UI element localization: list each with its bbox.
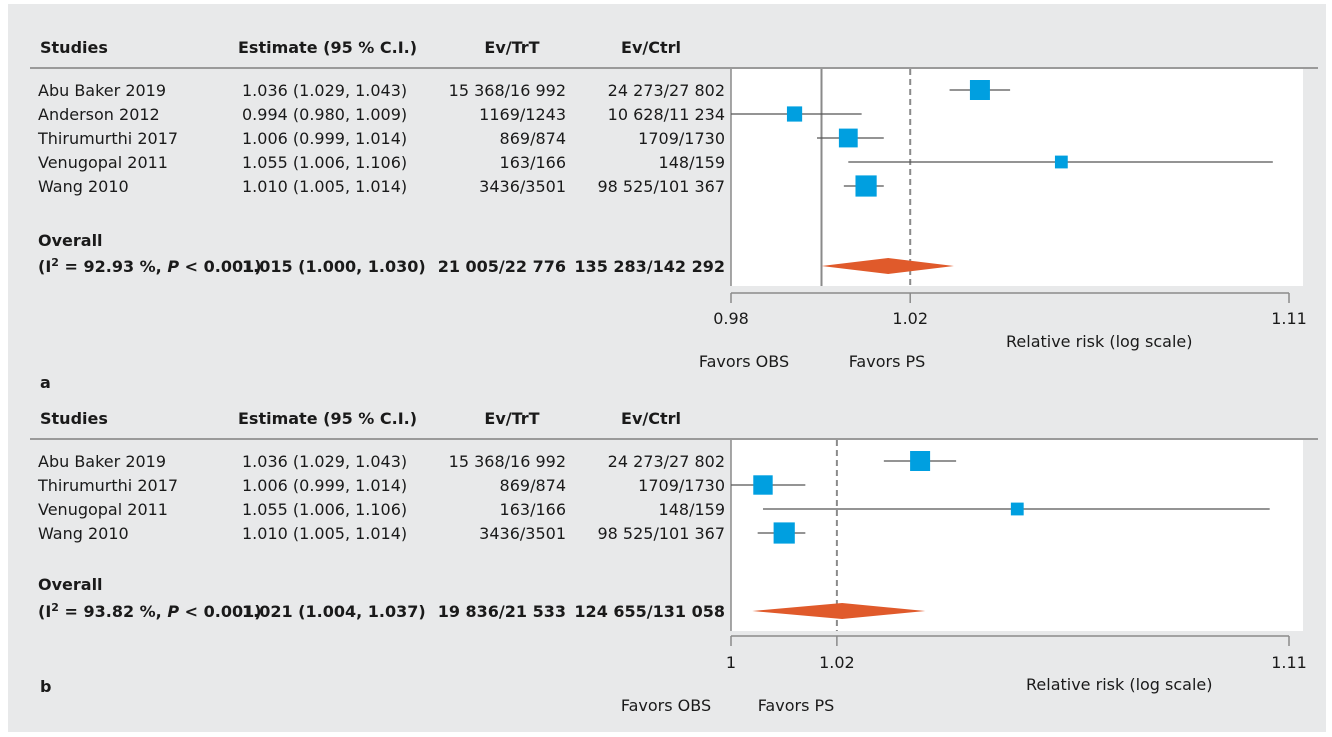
study-name: Venugopal 2011 <box>38 500 168 519</box>
study-marker <box>969 80 990 100</box>
study-evtrt: 163/166 <box>500 500 566 519</box>
study-evctrl: 148/159 <box>659 153 725 172</box>
overall-estimate: 1.021 (1.004, 1.037) <box>242 602 426 621</box>
header-evctrl: Ev/Ctrl <box>621 409 681 428</box>
header-estimate: Estimate (95 % C.I.) <box>238 38 417 57</box>
study-estimate: 1.055 (1.006, 1.106) <box>242 500 407 519</box>
study-evctrl: 148/159 <box>659 500 725 519</box>
study-name: Thirumurthi 2017 <box>37 476 178 495</box>
study-evtrt: 1169/1243 <box>479 105 566 124</box>
study-estimate: 1.010 (1.005, 1.014) <box>242 524 407 543</box>
overall-evctrl: 135 283/142 292 <box>574 257 725 276</box>
study-name: Abu Baker 2019 <box>38 81 166 100</box>
study-marker <box>838 128 858 148</box>
study-estimate: 1.006 (0.999, 1.014) <box>242 129 407 148</box>
panel-label: b <box>40 677 51 696</box>
study-marker <box>910 451 931 471</box>
overall-heterogeneity: (I2 = 92.93 %, P < 0.001) <box>38 256 262 276</box>
x-tick-label: 0.98 <box>713 309 749 328</box>
overall-evtrt: 19 836/21 533 <box>438 602 566 621</box>
header-estimate: Estimate (95 % C.I.) <box>238 409 417 428</box>
study-evtrt: 163/166 <box>500 153 566 172</box>
study-evctrl: 24 273/27 802 <box>608 81 725 100</box>
study-evctrl: 10 628/11 234 <box>608 105 725 124</box>
study-name: Wang 2010 <box>38 177 129 196</box>
study-name: Anderson 2012 <box>38 105 160 124</box>
study-estimate: 1.036 (1.029, 1.043) <box>242 81 407 100</box>
study-estimate: 1.006 (0.999, 1.014) <box>242 476 407 495</box>
panel-label: a <box>40 373 51 392</box>
study-evtrt: 869/874 <box>500 476 566 495</box>
study-evtrt: 15 368/16 992 <box>449 81 566 100</box>
study-marker <box>773 522 795 544</box>
overall-label: Overall <box>38 575 103 594</box>
favors-ps-label: Favors PS <box>849 352 926 371</box>
x-axis-label: Relative risk (log scale) <box>1006 332 1193 351</box>
study-evtrt: 15 368/16 992 <box>449 452 566 471</box>
study-estimate: 1.010 (1.005, 1.014) <box>242 177 407 196</box>
overall-heterogeneity: (I2 = 93.82 %, P < 0.001) <box>38 601 262 621</box>
study-evctrl: 98 525/101 367 <box>597 177 725 196</box>
study-name: Thirumurthi 2017 <box>37 129 178 148</box>
study-estimate: 0.994 (0.980, 1.009) <box>242 105 407 124</box>
overall-label: Overall <box>38 231 103 250</box>
overall-evtrt: 21 005/22 776 <box>438 257 566 276</box>
study-evtrt: 3436/3501 <box>479 177 566 196</box>
study-evtrt: 869/874 <box>500 129 566 148</box>
overall-diamond <box>752 603 926 619</box>
header-evtrt: Ev/TrT <box>484 38 539 57</box>
study-evtrt: 3436/3501 <box>479 524 566 543</box>
favors-obs-label: Favors OBS <box>699 352 789 371</box>
study-marker <box>786 106 803 122</box>
study-evctrl: 24 273/27 802 <box>608 452 725 471</box>
study-marker <box>1054 155 1068 169</box>
header-studies: Studies <box>40 409 108 428</box>
study-marker <box>855 175 877 197</box>
study-evctrl: 98 525/101 367 <box>597 524 725 543</box>
study-name: Abu Baker 2019 <box>38 452 166 471</box>
x-tick-label: 1.11 <box>1271 653 1307 672</box>
overall-diamond <box>821 258 954 274</box>
header-evctrl: Ev/Ctrl <box>621 38 681 57</box>
study-estimate: 1.055 (1.006, 1.106) <box>242 153 407 172</box>
study-name: Venugopal 2011 <box>38 153 168 172</box>
overall-evctrl: 124 655/131 058 <box>574 602 725 621</box>
x-tick-label: 1.02 <box>892 309 928 328</box>
x-axis-label: Relative risk (log scale) <box>1026 675 1213 694</box>
header-studies: Studies <box>40 38 108 57</box>
study-evctrl: 1709/1730 <box>638 476 725 495</box>
study-name: Wang 2010 <box>38 524 129 543</box>
study-marker <box>753 475 773 495</box>
header-evtrt: Ev/TrT <box>484 409 539 428</box>
x-tick-label: 1.11 <box>1271 309 1307 328</box>
favors-ps-label: Favors PS <box>758 696 835 715</box>
x-tick-label: 1 <box>726 653 736 672</box>
plot-area-b <box>731 440 1303 631</box>
x-tick-label: 1.02 <box>819 653 855 672</box>
study-evctrl: 1709/1730 <box>638 129 725 148</box>
plot-area-a <box>731 69 1303 286</box>
study-marker <box>1010 502 1024 516</box>
overall-estimate: 1.015 (1.000, 1.030) <box>242 257 426 276</box>
study-estimate: 1.036 (1.029, 1.043) <box>242 452 407 471</box>
favors-obs-label: Favors OBS <box>621 696 711 715</box>
